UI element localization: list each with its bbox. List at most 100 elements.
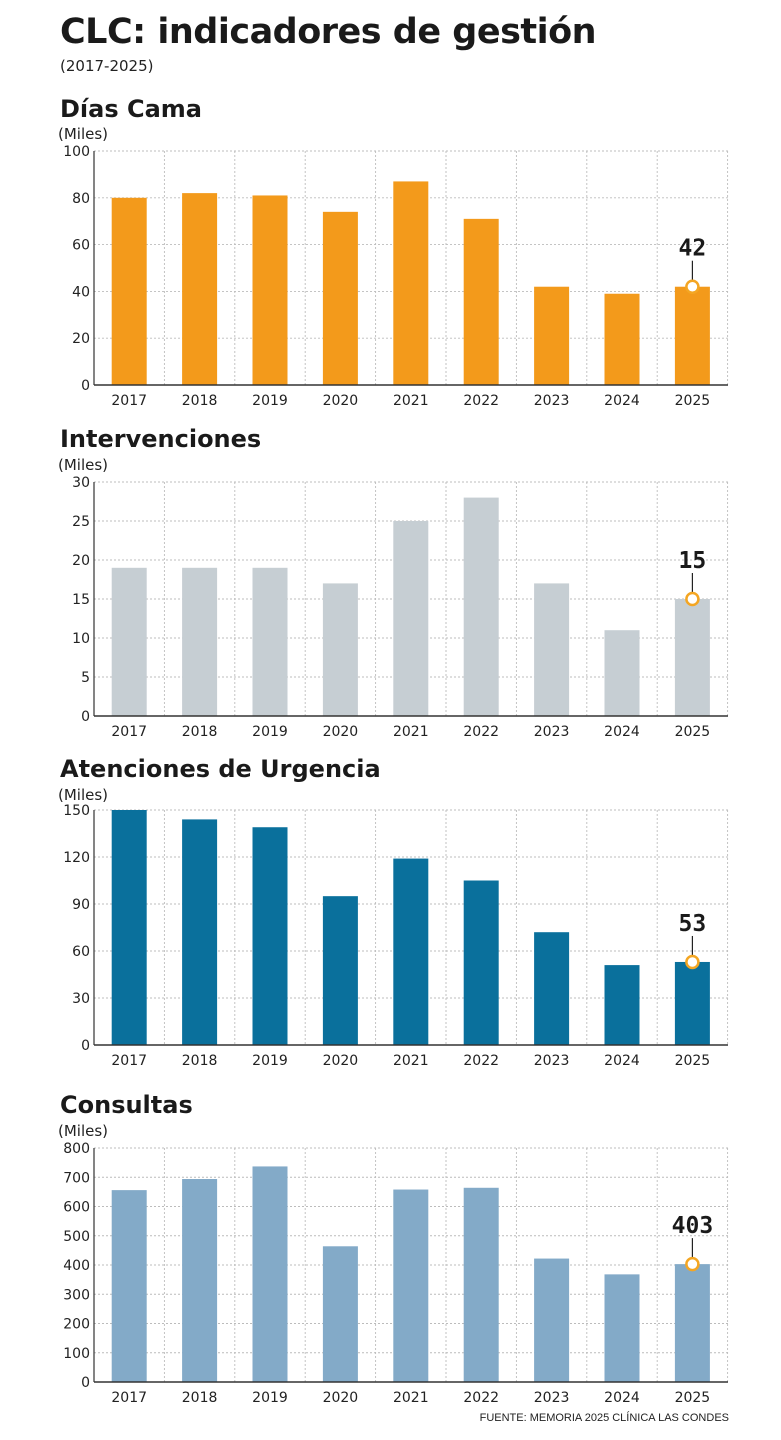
consultas-xtick-label: 2025 [675, 1390, 711, 1406]
consultas-callout-marker [685, 1256, 700, 1272]
intervenciones-bar-2023 [534, 583, 570, 716]
intervenciones-bar-2022 [463, 497, 499, 716]
urgencia-unit-label: (Miles) [58, 786, 108, 804]
consultas-ytick-label: 200 [63, 1317, 90, 1333]
intervenciones-ytick-label: 0 [81, 709, 90, 725]
consultas-xtick-label: 2017 [111, 1390, 147, 1406]
urgencia-ytick-label: 90 [72, 897, 90, 913]
dias-cama-xtick-label: 2019 [252, 393, 288, 409]
urgencia-callout-value: 53 [679, 911, 707, 937]
urgencia-bar-2021 [393, 858, 429, 1045]
dias-cama-ytick-label: 40 [72, 284, 90, 300]
consultas-ytick-label: 500 [63, 1229, 90, 1245]
consultas-title: Consultas [60, 1091, 193, 1119]
urgencia-bar-2019 [252, 827, 288, 1045]
consultas-ytick-label: 800 [63, 1141, 90, 1157]
urgencia-xtick-label: 2022 [463, 1053, 499, 1069]
dias-cama-xtick-label: 2025 [675, 393, 711, 409]
dias-cama-bar-2024 [604, 293, 640, 385]
urgencia-ytick-label: 120 [63, 850, 90, 866]
intervenciones-ytick-label: 30 [72, 475, 90, 491]
intervenciones-ytick-label: 25 [72, 514, 90, 530]
intervenciones-bar-2017 [111, 567, 147, 716]
consultas-bar-2019 [252, 1166, 288, 1382]
consultas-ytick-label: 300 [63, 1287, 90, 1303]
dias-cama-ytick-label: 0 [81, 378, 90, 394]
consultas-bar-2020 [322, 1246, 358, 1382]
consultas-xtick-label: 2021 [393, 1390, 429, 1406]
dias-cama-bar-2019 [252, 195, 288, 385]
consultas-ytick-label: 100 [63, 1346, 90, 1362]
urgencia-bar-2022 [463, 880, 499, 1045]
urgencia-xtick-label: 2018 [182, 1053, 218, 1069]
intervenciones-xtick-label: 2025 [675, 724, 711, 740]
urgencia-xtick-label: 2021 [393, 1053, 429, 1069]
consultas-bar-2017 [111, 1190, 147, 1382]
page-title: CLC: indicadores de gestión [60, 12, 597, 52]
consultas-ytick-label: 400 [63, 1258, 90, 1274]
dias-cama-xtick-label: 2018 [182, 393, 218, 409]
dias-cama-bar-2021 [393, 181, 429, 385]
dias-cama-bar-2025 [674, 286, 710, 385]
consultas-ytick-label: 700 [63, 1170, 90, 1186]
urgencia-bar-2018 [182, 819, 218, 1045]
dias-cama-unit-label: (Miles) [58, 125, 108, 143]
consultas-bar-2023 [534, 1258, 570, 1382]
intervenciones-bar-2020 [322, 583, 358, 716]
intervenciones-ytick-label: 20 [72, 553, 90, 569]
dias-cama-xtick-label: 2020 [323, 393, 359, 409]
dias-cama-ytick-label: 20 [72, 331, 90, 347]
dias-cama-bar-2022 [463, 218, 499, 385]
consultas-bar-2024 [604, 1274, 640, 1382]
intervenciones-xtick-label: 2021 [393, 724, 429, 740]
consultas-xtick-label: 2023 [534, 1390, 570, 1406]
intervenciones-callout-value: 15 [679, 548, 707, 574]
consultas-ytick-label: 0 [81, 1375, 90, 1391]
urgencia-xtick-label: 2017 [111, 1053, 147, 1069]
consultas-xtick-label: 2020 [323, 1390, 359, 1406]
urgencia-xtick-label: 2019 [252, 1053, 288, 1069]
dias-cama-bar-2020 [322, 211, 358, 385]
consultas-bar-2025 [674, 1264, 710, 1382]
urgencia-xtick-label: 2025 [675, 1053, 711, 1069]
urgencia-ytick-label: 150 [63, 803, 90, 819]
dias-cama-bar-2023 [534, 286, 570, 385]
intervenciones-xtick-label: 2023 [534, 724, 570, 740]
urgencia-ytick-label: 60 [72, 944, 90, 960]
urgencia-bar-2017 [111, 810, 147, 1045]
intervenciones-xtick-label: 2024 [604, 724, 640, 740]
dias-cama-xtick-label: 2023 [534, 393, 570, 409]
urgencia-bar-2023 [534, 932, 570, 1045]
consultas-xtick-label: 2018 [182, 1390, 218, 1406]
dias-cama-xtick-label: 2021 [393, 393, 429, 409]
dias-cama-chart: Días Cama (Miles) 0 20 40 60 80 100 2017 2018 2019… [58, 95, 729, 409]
urgencia-ytick-label: 30 [72, 991, 90, 1007]
dias-cama-ytick-label: 60 [72, 238, 90, 254]
intervenciones-xtick-label: 2018 [182, 724, 218, 740]
dias-cama-bar-2018 [182, 193, 218, 385]
page-subtitle: (2017-2025) [60, 57, 154, 75]
intervenciones-unit-label: (Miles) [58, 456, 108, 474]
intervenciones-bar-2021 [393, 521, 429, 716]
consultas-bar-2022 [463, 1187, 499, 1382]
urgencia-callout-marker [685, 954, 700, 970]
intervenciones-xtick-label: 2020 [323, 724, 359, 740]
intervenciones-bar-2019 [252, 567, 288, 716]
source-note: FUENTE: MEMORIA 2025 CLÍNICA LAS CONDES [479, 1412, 729, 1424]
intervenciones-ytick-label: 10 [72, 631, 90, 647]
dias-cama-callout-marker [685, 279, 700, 294]
dias-cama-callout-value: 42 [679, 236, 707, 262]
intervenciones-callout-marker [685, 591, 700, 607]
consultas-chart: Consultas (Miles) 0 100 200 300 400 500 600 700 80… [58, 1091, 729, 1406]
urgencia-xtick-label: 2020 [323, 1053, 359, 1069]
consultas-bar-2021 [393, 1189, 429, 1382]
intervenciones-bar-2018 [182, 567, 218, 716]
urgencia-ytick-label: 0 [81, 1038, 90, 1054]
intervenciones-ytick-label: 15 [72, 592, 90, 608]
urgencia-bar-2025 [674, 961, 710, 1045]
urgencia-xtick-label: 2024 [604, 1053, 640, 1069]
consultas-xtick-label: 2022 [463, 1390, 499, 1406]
urgencia-title: Atenciones de Urgencia [60, 755, 381, 783]
